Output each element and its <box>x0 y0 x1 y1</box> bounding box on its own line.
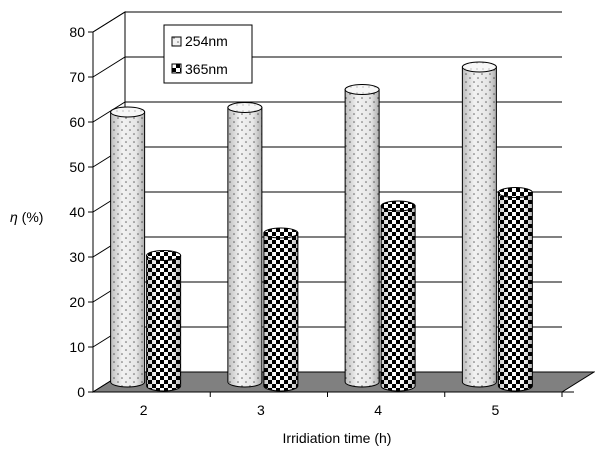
y-tick-label: 0 <box>77 384 85 400</box>
bar-shading <box>462 67 497 387</box>
bars <box>110 61 533 392</box>
bar-365nm-3 <box>263 227 299 392</box>
bar-shading <box>110 112 145 387</box>
legend-label-365nm: 365nm <box>185 61 228 77</box>
bar-365nm-2 <box>146 250 182 392</box>
legend-item-254nm: 254nm <box>171 33 228 49</box>
y-tick-label: 30 <box>69 249 85 265</box>
x-tick-label: 3 <box>257 402 265 418</box>
y-axis-unit: (%) <box>18 209 44 225</box>
bar-254nm-3 <box>227 102 263 388</box>
legend-swatch-365nm <box>171 63 182 74</box>
x-tick-labels: 2 3 4 5 <box>140 392 563 418</box>
bar-top <box>344 84 380 95</box>
y-tick-label: 10 <box>69 339 85 355</box>
y-tick-label: 20 <box>69 294 85 310</box>
bar-top <box>263 227 299 239</box>
bar-top <box>380 200 416 212</box>
y-tick-label: 60 <box>69 114 85 130</box>
bar-365nm-4 <box>380 200 416 392</box>
legend-swatch-254nm <box>171 36 182 47</box>
bar-shading <box>381 206 416 392</box>
bar-shading <box>263 233 298 392</box>
y-tick-labels: 0 10 20 30 40 50 60 70 80 <box>69 24 93 400</box>
x-axis-label: Irridiation time (h) <box>283 430 392 446</box>
y-tick-label: 70 <box>69 69 85 85</box>
bar-254nm-4 <box>344 84 380 388</box>
bar-shading <box>345 89 380 387</box>
bar-shading <box>227 107 262 387</box>
legend-label-254nm: 254nm <box>185 33 228 49</box>
x-tick-label: 2 <box>140 402 148 418</box>
bar-top <box>497 187 533 198</box>
bar-shading <box>498 192 533 392</box>
bar-254nm-5 <box>461 61 497 388</box>
bar-shading <box>146 255 181 392</box>
bar-top <box>461 61 497 73</box>
bar-top <box>227 102 263 113</box>
legend: 254nm 365nm <box>163 24 253 84</box>
bar-top <box>146 250 182 261</box>
x-tick-label: 5 <box>491 402 499 418</box>
y-tick-label: 50 <box>69 159 85 175</box>
bar-365nm-5 <box>497 187 533 392</box>
y-axis-symbol: η <box>10 209 18 225</box>
bar-top <box>110 106 146 118</box>
y-tick-label: 80 <box>69 24 85 40</box>
y-tick-label: 40 <box>69 204 85 220</box>
legend-item-365nm: 365nm <box>171 61 228 77</box>
x-tick-label: 4 <box>374 402 382 418</box>
y-axis-label: η (%) <box>10 209 43 225</box>
bar-254nm-2 <box>110 106 146 388</box>
